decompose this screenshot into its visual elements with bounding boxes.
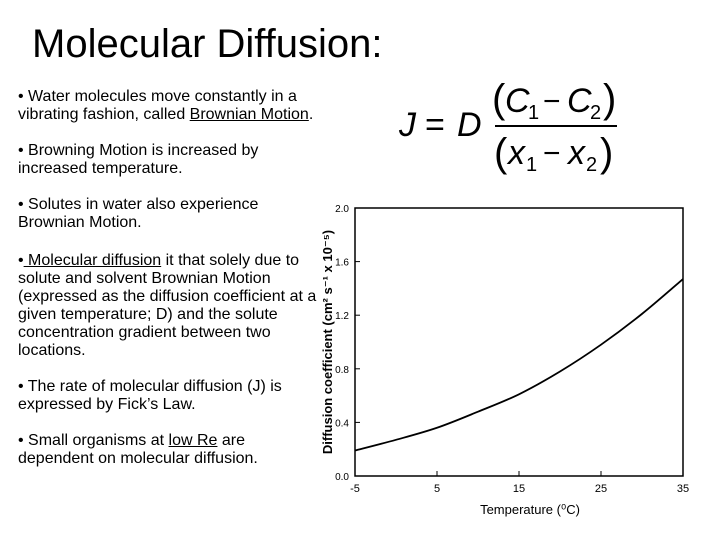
bullet-text: it that solely due to solute and solvent… [18, 252, 317, 359]
y-tick-label: 0.4 [335, 418, 349, 429]
y-tick-label: 0.8 [335, 365, 349, 376]
plot-frame [354, 207, 684, 477]
eq-den-x2: x [566, 134, 586, 172]
bullet-marker: • [18, 88, 29, 105]
x-tick-label: 25 [595, 483, 607, 495]
eq-lhs: J [398, 106, 417, 144]
eq-num-close-paren: ) [603, 77, 616, 121]
eq-coefficient-d: D [457, 106, 482, 144]
x-tick-label: 35 [677, 483, 689, 495]
bullet-list: • Water molecules move constantly in a v… [18, 88, 318, 486]
underlined-term: low Re [168, 432, 218, 449]
bullet-text: Small organisms at [28, 432, 169, 449]
bullet-low-re: • Small organisms at low Re are dependen… [18, 432, 318, 468]
y-axis-label: Diffusion coefficient (cm² s⁻¹ x 10⁻⁵) [320, 230, 335, 454]
bullet-marker: • [18, 196, 29, 213]
bullet-marker: • [18, 142, 29, 159]
bullet-marker: • [18, 252, 24, 269]
bullet-text: The rate of molecular diffusion (J) is e… [18, 378, 282, 413]
bullet-text: Solutes in water also experience Brownia… [18, 196, 259, 231]
x-tick-label: 5 [434, 483, 440, 495]
y-tick-label: 2.0 [335, 204, 349, 215]
bullet-text: Browning Motion is increased by increase… [18, 142, 259, 177]
x-tick-label: 15 [513, 483, 525, 495]
bullet-ficks-law: • The rate of molecular diffusion (J) is… [18, 378, 318, 414]
diffusion-chart-svg: 0.0 0.4 0.8 1.2 1.6 2.0 -5 5 15 25 35 Diffusion c… [320, 204, 689, 517]
eq-den-open-paren: ( [494, 131, 508, 175]
y-tick-label: 1.2 [335, 311, 349, 322]
eq-den-x1-sub: 1 [526, 154, 537, 176]
x-axis-ticks: -5 5 15 25 35 [350, 471, 689, 495]
bullet-text: Water molecules move constantly in a vib… [18, 88, 297, 123]
series-group [354, 278, 684, 452]
diffusion-chart: 0.0 0.4 0.8 1.2 1.6 2.0 -5 5 15 25 35 Diffusion c… [310, 196, 710, 526]
ficks-law-equation: J = D ( C 1 − C 2 ) ( x 1 − x 2 ) [395, 74, 625, 178]
underlined-term: Brownian Motion [189, 106, 309, 123]
underlined-term: Molecular diffusion [23, 252, 162, 269]
eq-num-minus: − [543, 85, 561, 118]
eq-num-open-paren: ( [492, 77, 506, 121]
eq-num-c1-sub: 1 [528, 102, 539, 124]
eq-den-x1: x [506, 134, 526, 172]
x-axis-label: Temperature (⁰C) [480, 502, 580, 517]
eq-equals: = [425, 106, 445, 144]
eq-den-x2-sub: 2 [586, 154, 597, 176]
eq-num-c1: C [505, 82, 530, 120]
eq-num-c2: C [567, 82, 592, 120]
bullet-solutes: • Solutes in water also experience Brown… [18, 196, 318, 232]
x-tick-label: -5 [350, 483, 360, 495]
eq-den-minus: − [543, 137, 561, 170]
y-tick-label: 1.6 [335, 258, 349, 269]
series-line [354, 278, 684, 452]
eq-num-c2-sub: 2 [590, 102, 601, 124]
bullet-marker: • [18, 432, 29, 449]
slide-title: Molecular Diffusion: [32, 22, 383, 66]
bullet-text: . [308, 106, 314, 123]
bullet-text: are dependent on molecular diffusion. [18, 432, 258, 467]
y-tick-label: 0.0 [335, 472, 349, 483]
bullet-marker: • [18, 378, 28, 395]
bullet-molecular-diffusion: • Molecular diffusion it that solely due… [18, 252, 318, 360]
y-axis-ticks: 0.0 0.4 0.8 1.2 1.6 2.0 [335, 204, 360, 483]
bullet-temperature: • Browning Motion is increased by increa… [18, 142, 318, 178]
bullet-brownian-motion: • Water molecules move constantly in a v… [18, 88, 318, 124]
eq-den-close-paren: ) [600, 131, 613, 175]
